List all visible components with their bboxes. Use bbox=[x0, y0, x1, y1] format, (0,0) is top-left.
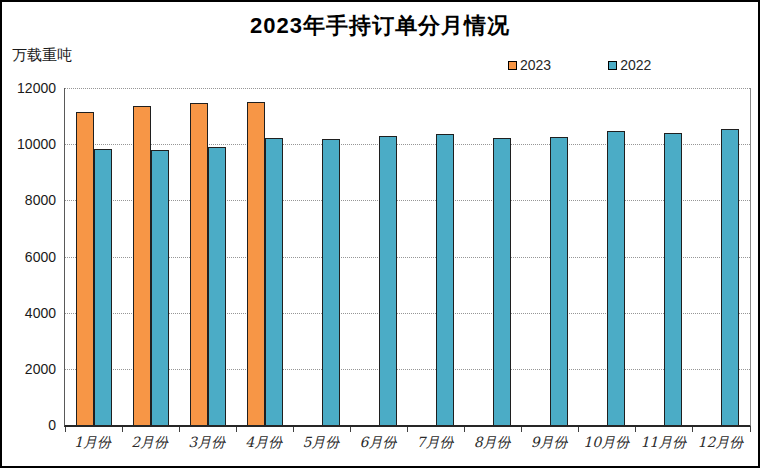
bar-2022-9月份 bbox=[550, 137, 568, 425]
legend-swatch-2022 bbox=[608, 61, 617, 70]
slot-2023-11月份 bbox=[646, 88, 664, 425]
slot-2023-10月份 bbox=[589, 88, 607, 425]
bar-2022-10月份 bbox=[607, 131, 625, 425]
slot-2023-2月份 bbox=[133, 88, 151, 425]
category-2月份 bbox=[122, 88, 179, 425]
chart-title: 2023年手持订单分月情况 bbox=[2, 11, 758, 41]
slot-2023-6月份 bbox=[361, 88, 379, 425]
x-label-10月份: 10月份 bbox=[578, 434, 635, 452]
legend: 2023 2022 bbox=[508, 57, 651, 73]
slot-2023-7月份 bbox=[418, 88, 436, 425]
slot-2022-7月份 bbox=[436, 88, 454, 425]
category-8月份 bbox=[465, 88, 522, 425]
slot-2023-3月份 bbox=[190, 88, 208, 425]
x-axis-tick bbox=[122, 427, 123, 432]
x-label-4月份: 4月份 bbox=[235, 434, 292, 452]
y-tick-label-10000: 10000 bbox=[17, 136, 56, 152]
x-axis-tick bbox=[236, 427, 237, 432]
category-5月份 bbox=[293, 88, 350, 425]
slot-2022-12月份 bbox=[721, 88, 739, 425]
x-label-6月份: 6月份 bbox=[349, 434, 406, 452]
x-label-2月份: 2月份 bbox=[121, 434, 178, 452]
x-axis-tick bbox=[692, 427, 693, 432]
x-label-11月份: 11月份 bbox=[635, 434, 692, 452]
bar-2023-4月份 bbox=[247, 102, 265, 425]
bar-2022-12月份 bbox=[721, 129, 739, 425]
category-7月份 bbox=[407, 88, 464, 425]
bars-layer bbox=[65, 88, 750, 425]
bar-2022-3月份 bbox=[208, 147, 226, 425]
bar-2022-6月份 bbox=[379, 136, 397, 425]
x-label-8月份: 8月份 bbox=[464, 434, 521, 452]
y-tick-label-6000: 6000 bbox=[25, 249, 56, 265]
x-axis-tick bbox=[521, 427, 522, 432]
plot-area bbox=[64, 88, 751, 427]
slot-2023-5月份 bbox=[304, 88, 322, 425]
category-1月份 bbox=[65, 88, 122, 425]
slot-2023-4月份 bbox=[247, 88, 265, 425]
x-label-9月份: 9月份 bbox=[521, 434, 578, 452]
slot-2022-11月份 bbox=[664, 88, 682, 425]
bar-2023-1月份 bbox=[76, 112, 94, 425]
bar-2022-2月份 bbox=[151, 150, 169, 425]
slot-2023-9月份 bbox=[532, 88, 550, 425]
x-label-7月份: 7月份 bbox=[406, 434, 463, 452]
x-label-12月份: 12月份 bbox=[692, 434, 749, 452]
slot-2022-3月份 bbox=[208, 88, 226, 425]
category-6月份 bbox=[350, 88, 407, 425]
x-axis-tick bbox=[65, 427, 66, 432]
bar-2022-8月份 bbox=[493, 138, 511, 425]
slot-2023-12月份 bbox=[703, 88, 721, 425]
slot-2023-1月份 bbox=[76, 88, 94, 425]
category-3月份 bbox=[179, 88, 236, 425]
x-axis-labels: 1月份2月份3月份4月份5月份6月份7月份8月份9月份10月份11月份12月份 bbox=[64, 434, 749, 452]
slot-2022-1月份 bbox=[94, 88, 112, 425]
category-4月份 bbox=[236, 88, 293, 425]
category-10月份 bbox=[579, 88, 636, 425]
legend-item-2023: 2023 bbox=[508, 57, 551, 73]
x-label-1月份: 1月份 bbox=[64, 434, 121, 452]
slot-2022-4月份 bbox=[265, 88, 283, 425]
y-axis-unit-label: 万载重吨 bbox=[12, 46, 72, 65]
x-label-5月份: 5月份 bbox=[292, 434, 349, 452]
x-axis-tick bbox=[578, 427, 579, 432]
legend-item-2022: 2022 bbox=[608, 57, 651, 73]
legend-label-2023: 2023 bbox=[520, 57, 551, 73]
slot-2022-6月份 bbox=[379, 88, 397, 425]
x-axis-tick bbox=[635, 427, 636, 432]
slot-2022-2月份 bbox=[151, 88, 169, 425]
x-axis-tick bbox=[350, 427, 351, 432]
bar-2023-2月份 bbox=[133, 106, 151, 425]
bar-2022-1月份 bbox=[94, 149, 112, 425]
bar-2022-5月份 bbox=[322, 139, 340, 425]
slot-2023-8月份 bbox=[475, 88, 493, 425]
slot-2022-9月份 bbox=[550, 88, 568, 425]
bar-2023-3月份 bbox=[190, 103, 208, 425]
slot-2022-10月份 bbox=[607, 88, 625, 425]
x-axis-tick bbox=[464, 427, 465, 432]
y-tick-label-2000: 2000 bbox=[25, 361, 56, 377]
x-axis-tick bbox=[407, 427, 408, 432]
bar-2022-11月份 bbox=[664, 133, 682, 425]
bar-2022-4月份 bbox=[265, 138, 283, 425]
x-axis-tick bbox=[750, 427, 751, 432]
slot-2022-8月份 bbox=[493, 88, 511, 425]
slot-2022-5月份 bbox=[322, 88, 340, 425]
category-9月份 bbox=[522, 88, 579, 425]
legend-swatch-2023 bbox=[508, 61, 517, 70]
y-tick-label-0: 0 bbox=[48, 417, 56, 433]
legend-label-2022: 2022 bbox=[620, 57, 651, 73]
y-axis-labels: 020004000600080001000012000 bbox=[2, 88, 56, 425]
y-tick-label-4000: 4000 bbox=[25, 305, 56, 321]
x-axis-tick bbox=[179, 427, 180, 432]
category-11月份 bbox=[636, 88, 693, 425]
category-12月份 bbox=[693, 88, 750, 425]
chart-canvas: 2023年手持订单分月情况 万载重吨 2023 2022 0 2000 4000 600… bbox=[0, 0, 760, 468]
bar-2022-7月份 bbox=[436, 134, 454, 425]
x-label-3月份: 3月份 bbox=[178, 434, 235, 452]
y-tick-label-8000: 8000 bbox=[25, 192, 56, 208]
y-tick-label-12000: 12000 bbox=[17, 80, 56, 96]
x-axis-tick bbox=[293, 427, 294, 432]
